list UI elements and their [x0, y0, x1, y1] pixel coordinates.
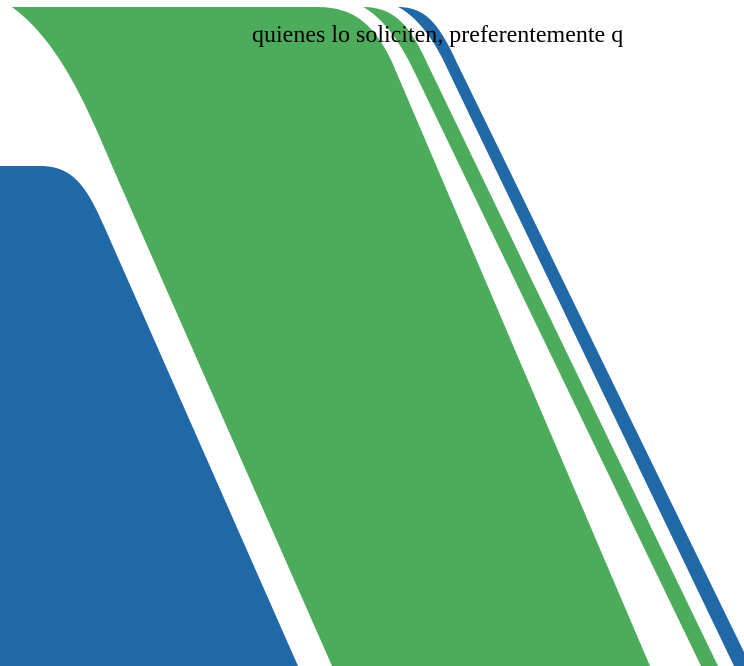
body-text-line: quienes lo soliciten, preferentemente q	[252, 22, 624, 48]
green-stripe-thin	[363, 7, 718, 666]
blue-stripe-thin	[398, 7, 744, 666]
green-wave-large	[12, 7, 650, 666]
blue-wave-left	[0, 166, 298, 666]
